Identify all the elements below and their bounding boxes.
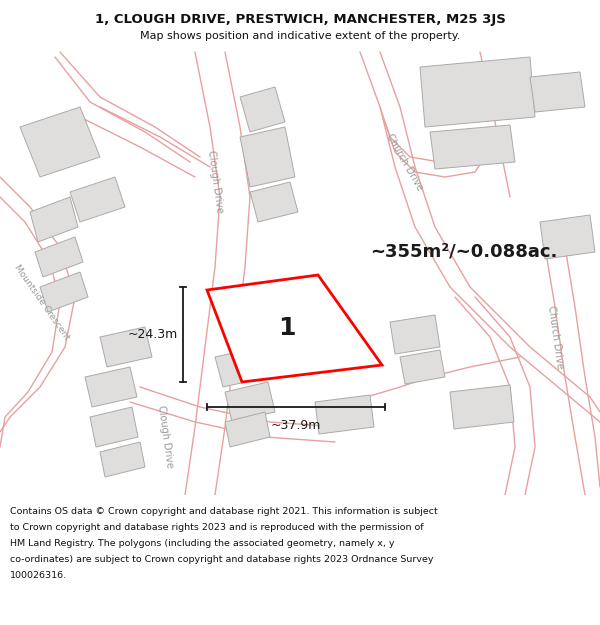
Polygon shape [215, 347, 268, 387]
Text: ~37.9m: ~37.9m [271, 419, 321, 432]
Text: Clough Drive: Clough Drive [155, 405, 175, 469]
Text: ~24.3m: ~24.3m [128, 328, 178, 341]
Text: co-ordinates) are subject to Crown copyright and database rights 2023 Ordnance S: co-ordinates) are subject to Crown copyr… [10, 555, 433, 564]
Text: HM Land Registry. The polygons (including the associated geometry, namely x, y: HM Land Registry. The polygons (includin… [10, 539, 395, 548]
Polygon shape [420, 57, 535, 127]
Text: Church Drive: Church Drive [385, 132, 425, 192]
Polygon shape [450, 385, 514, 429]
Polygon shape [100, 442, 145, 477]
Polygon shape [70, 177, 125, 222]
Text: Church Drive: Church Drive [545, 304, 565, 369]
Text: ~355m²/~0.088ac.: ~355m²/~0.088ac. [370, 243, 557, 261]
Polygon shape [250, 182, 298, 222]
Text: Map shows position and indicative extent of the property.: Map shows position and indicative extent… [140, 31, 460, 41]
Polygon shape [100, 327, 152, 367]
Polygon shape [315, 395, 374, 434]
Text: Mountside Crescent: Mountside Crescent [13, 262, 71, 341]
Text: 1, CLOUGH DRIVE, PRESTWICH, MANCHESTER, M25 3JS: 1, CLOUGH DRIVE, PRESTWICH, MANCHESTER, … [95, 13, 505, 26]
Text: Clough Drive: Clough Drive [206, 150, 224, 214]
Polygon shape [40, 272, 88, 312]
Polygon shape [390, 315, 440, 354]
Polygon shape [225, 412, 270, 447]
Polygon shape [530, 72, 585, 112]
Polygon shape [30, 197, 78, 242]
Polygon shape [540, 215, 595, 259]
Polygon shape [240, 87, 285, 132]
Polygon shape [85, 367, 137, 407]
Polygon shape [430, 125, 515, 169]
Text: to Crown copyright and database rights 2023 and is reproduced with the permissio: to Crown copyright and database rights 2… [10, 523, 424, 532]
Polygon shape [35, 237, 83, 277]
Polygon shape [225, 382, 275, 422]
Text: 100026316.: 100026316. [10, 571, 67, 580]
Polygon shape [90, 407, 138, 447]
Polygon shape [400, 350, 445, 384]
Text: 1: 1 [278, 316, 296, 340]
Polygon shape [207, 275, 382, 382]
Polygon shape [240, 127, 295, 187]
Polygon shape [20, 107, 100, 177]
Text: Contains OS data © Crown copyright and database right 2021. This information is : Contains OS data © Crown copyright and d… [10, 507, 438, 516]
